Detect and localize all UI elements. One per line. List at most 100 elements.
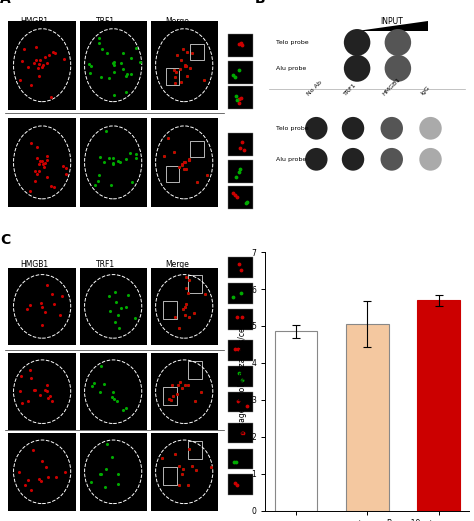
- Point: [26, 366, 34, 375]
- Point: [123, 70, 131, 78]
- Point: [237, 94, 245, 102]
- Point: [48, 397, 55, 405]
- Point: [43, 58, 50, 67]
- Point: [173, 390, 181, 398]
- Text: Alu probe: Alu probe: [275, 66, 306, 71]
- Point: [231, 344, 238, 353]
- Point: [176, 324, 183, 332]
- Point: [18, 399, 26, 407]
- Point: [36, 157, 44, 165]
- Point: [30, 386, 38, 394]
- Point: [184, 289, 191, 297]
- Point: [51, 48, 59, 57]
- Point: [232, 173, 239, 181]
- Point: [114, 470, 121, 478]
- Point: [185, 313, 193, 321]
- Point: [44, 172, 51, 181]
- Point: [94, 177, 102, 185]
- Point: [243, 402, 251, 411]
- Point: [96, 171, 103, 179]
- Point: [87, 478, 95, 486]
- Point: [103, 440, 110, 448]
- Point: [122, 71, 129, 80]
- Point: [35, 72, 42, 80]
- Point: [181, 381, 189, 389]
- Point: [200, 76, 208, 84]
- Point: [181, 165, 188, 173]
- Point: [165, 395, 173, 403]
- Point: [235, 396, 242, 405]
- Point: [95, 39, 102, 47]
- Point: [170, 66, 178, 75]
- Point: [171, 73, 178, 82]
- Point: [100, 158, 108, 166]
- Point: [177, 56, 185, 64]
- Point: [96, 388, 104, 396]
- Circle shape: [419, 117, 442, 140]
- Point: [114, 157, 122, 165]
- Point: [176, 65, 184, 73]
- Point: [38, 321, 46, 329]
- FancyBboxPatch shape: [228, 34, 253, 57]
- Point: [117, 304, 125, 313]
- FancyBboxPatch shape: [151, 21, 218, 110]
- Text: A: A: [0, 0, 10, 6]
- FancyBboxPatch shape: [80, 21, 147, 110]
- Point: [192, 465, 200, 474]
- Point: [175, 163, 182, 171]
- Point: [44, 281, 51, 290]
- Point: [191, 397, 199, 405]
- Point: [172, 79, 179, 88]
- FancyBboxPatch shape: [228, 133, 253, 156]
- FancyBboxPatch shape: [80, 353, 147, 430]
- Point: [164, 134, 172, 142]
- Point: [38, 303, 46, 311]
- Point: [179, 305, 187, 313]
- Circle shape: [305, 148, 328, 171]
- Point: [181, 303, 189, 312]
- Point: [34, 64, 41, 72]
- Point: [100, 380, 108, 389]
- Point: [180, 465, 187, 473]
- Point: [177, 56, 185, 64]
- Point: [21, 45, 28, 54]
- Point: [193, 178, 201, 186]
- Point: [109, 154, 117, 163]
- Point: [185, 155, 193, 164]
- Point: [110, 61, 118, 70]
- Point: [165, 395, 173, 403]
- Point: [181, 381, 189, 389]
- Point: [184, 381, 192, 390]
- Bar: [346, 324, 389, 511]
- Point: [15, 468, 23, 476]
- Point: [21, 480, 28, 489]
- Text: No Ab: No Ab: [306, 79, 323, 96]
- FancyBboxPatch shape: [80, 433, 147, 511]
- Point: [178, 469, 185, 478]
- Text: IgG: IgG: [420, 85, 431, 96]
- Point: [53, 473, 60, 481]
- Point: [229, 70, 237, 79]
- Point: [182, 284, 190, 292]
- Point: [237, 289, 244, 297]
- Point: [234, 96, 241, 104]
- Point: [177, 78, 185, 86]
- Point: [234, 313, 241, 321]
- Point: [181, 303, 189, 312]
- Point: [182, 165, 190, 173]
- Point: [89, 382, 96, 391]
- Text: Merge: Merge: [165, 260, 189, 269]
- Point: [87, 62, 95, 70]
- Point: [61, 468, 69, 476]
- Point: [119, 65, 127, 73]
- Point: [185, 156, 193, 165]
- FancyBboxPatch shape: [228, 186, 253, 209]
- Point: [233, 193, 240, 201]
- Point: [182, 300, 190, 308]
- Point: [18, 56, 26, 65]
- Point: [235, 66, 243, 74]
- Point: [184, 289, 191, 297]
- Text: C: C: [0, 233, 10, 247]
- Point: [173, 390, 181, 398]
- Point: [173, 51, 180, 59]
